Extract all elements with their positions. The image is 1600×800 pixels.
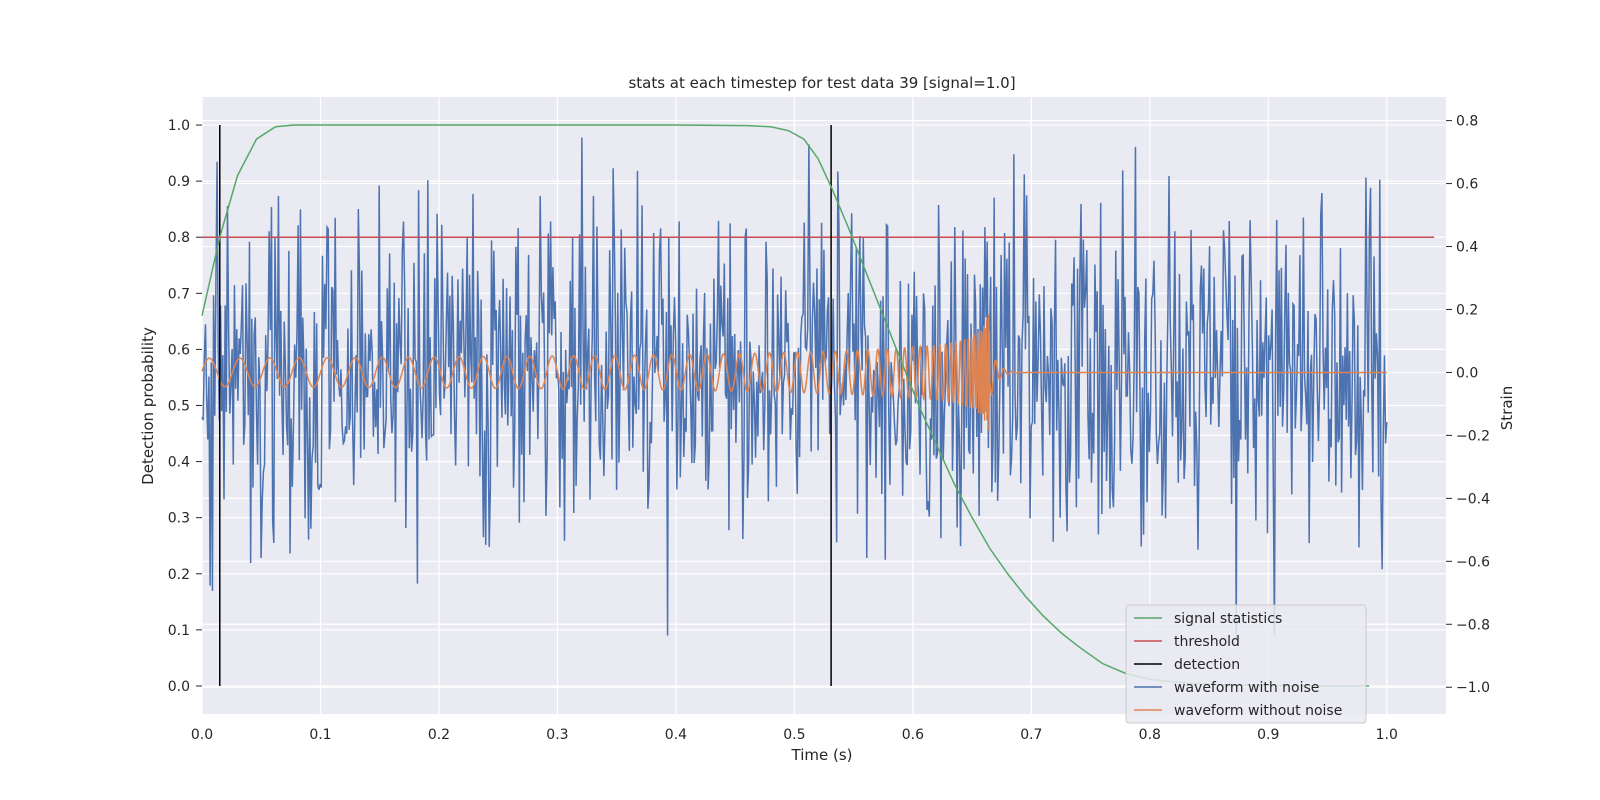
- x-tick-label: 0.6: [902, 727, 924, 743]
- y2-tick-label: −0.2: [1456, 428, 1490, 444]
- axis-ticks: 0.0 0.1 0.2 0.3 0.4 0.5 0.6 0.7 0.8 0.9 1.0 0.0 0.1 0…: [168, 114, 1490, 743]
- y2-tick-label: 0.6: [1456, 177, 1478, 193]
- y-tick-label: 1.0: [168, 118, 190, 134]
- legend-box: [1125, 604, 1367, 724]
- y2-axis-title: Strain: [1498, 386, 1516, 430]
- legend: signal statistics threshold detection wavef…: [1125, 604, 1367, 724]
- x-tick-label: 0.3: [546, 727, 568, 743]
- y-tick-label: 0.4: [168, 455, 190, 471]
- x-tick-label: 0.2: [428, 727, 450, 743]
- x-tick-label: 0.8: [1139, 727, 1161, 743]
- y2-tick-label: −0.6: [1456, 554, 1490, 570]
- y-tick-label: 0.0: [168, 679, 190, 695]
- x-tick-label: 0.5: [783, 727, 805, 743]
- y2-tick-label: −1.0: [1456, 680, 1490, 696]
- x-tick-label: 1.0: [1376, 727, 1398, 743]
- legend-label: signal statistics: [1174, 611, 1282, 627]
- x-axis-title: Time (s): [791, 746, 853, 764]
- y-tick-label: 0.5: [168, 399, 190, 415]
- y2-tick-label: 0.4: [1456, 240, 1478, 256]
- series-signal-statistics: [201, 124, 1369, 687]
- y-axis-title: Detection probability: [139, 327, 157, 485]
- legend-label: detection: [1174, 657, 1240, 673]
- x-tick-label: 0.1: [309, 727, 331, 743]
- y-tick-label: 0.2: [168, 567, 190, 583]
- y2-tick-label: −0.4: [1456, 491, 1490, 507]
- series-waveform-with-noise: [201, 137, 1388, 639]
- y-tick-label: 0.1: [168, 623, 190, 639]
- y-tick-label: 0.8: [168, 230, 190, 246]
- x-tick-label: 0.0: [191, 727, 213, 743]
- x-tick-label: 0.7: [1020, 727, 1042, 743]
- chart-title: stats at each timestep for test data 39 …: [628, 74, 1015, 92]
- y-tick-label: 0.9: [168, 174, 190, 190]
- plot-area: [201, 97, 1446, 714]
- y2-tick-label: 0.0: [1456, 365, 1478, 381]
- y-tick-label: 0.3: [168, 511, 190, 527]
- y2-tick-label: −0.8: [1456, 617, 1490, 633]
- y-tick-label: 0.6: [168, 342, 190, 358]
- legend-label: threshold: [1174, 634, 1240, 650]
- y-tick-label: 0.7: [168, 286, 190, 302]
- x-tick-label: 0.4: [665, 727, 687, 743]
- series-waveform-without-noise: [201, 314, 1387, 431]
- y2-tick-label: 0.8: [1456, 114, 1478, 130]
- legend-label: waveform without noise: [1174, 703, 1342, 719]
- x-tick-label: 0.9: [1257, 727, 1279, 743]
- legend-label: waveform with noise: [1174, 680, 1319, 696]
- y2-tick-label: 0.2: [1456, 302, 1478, 318]
